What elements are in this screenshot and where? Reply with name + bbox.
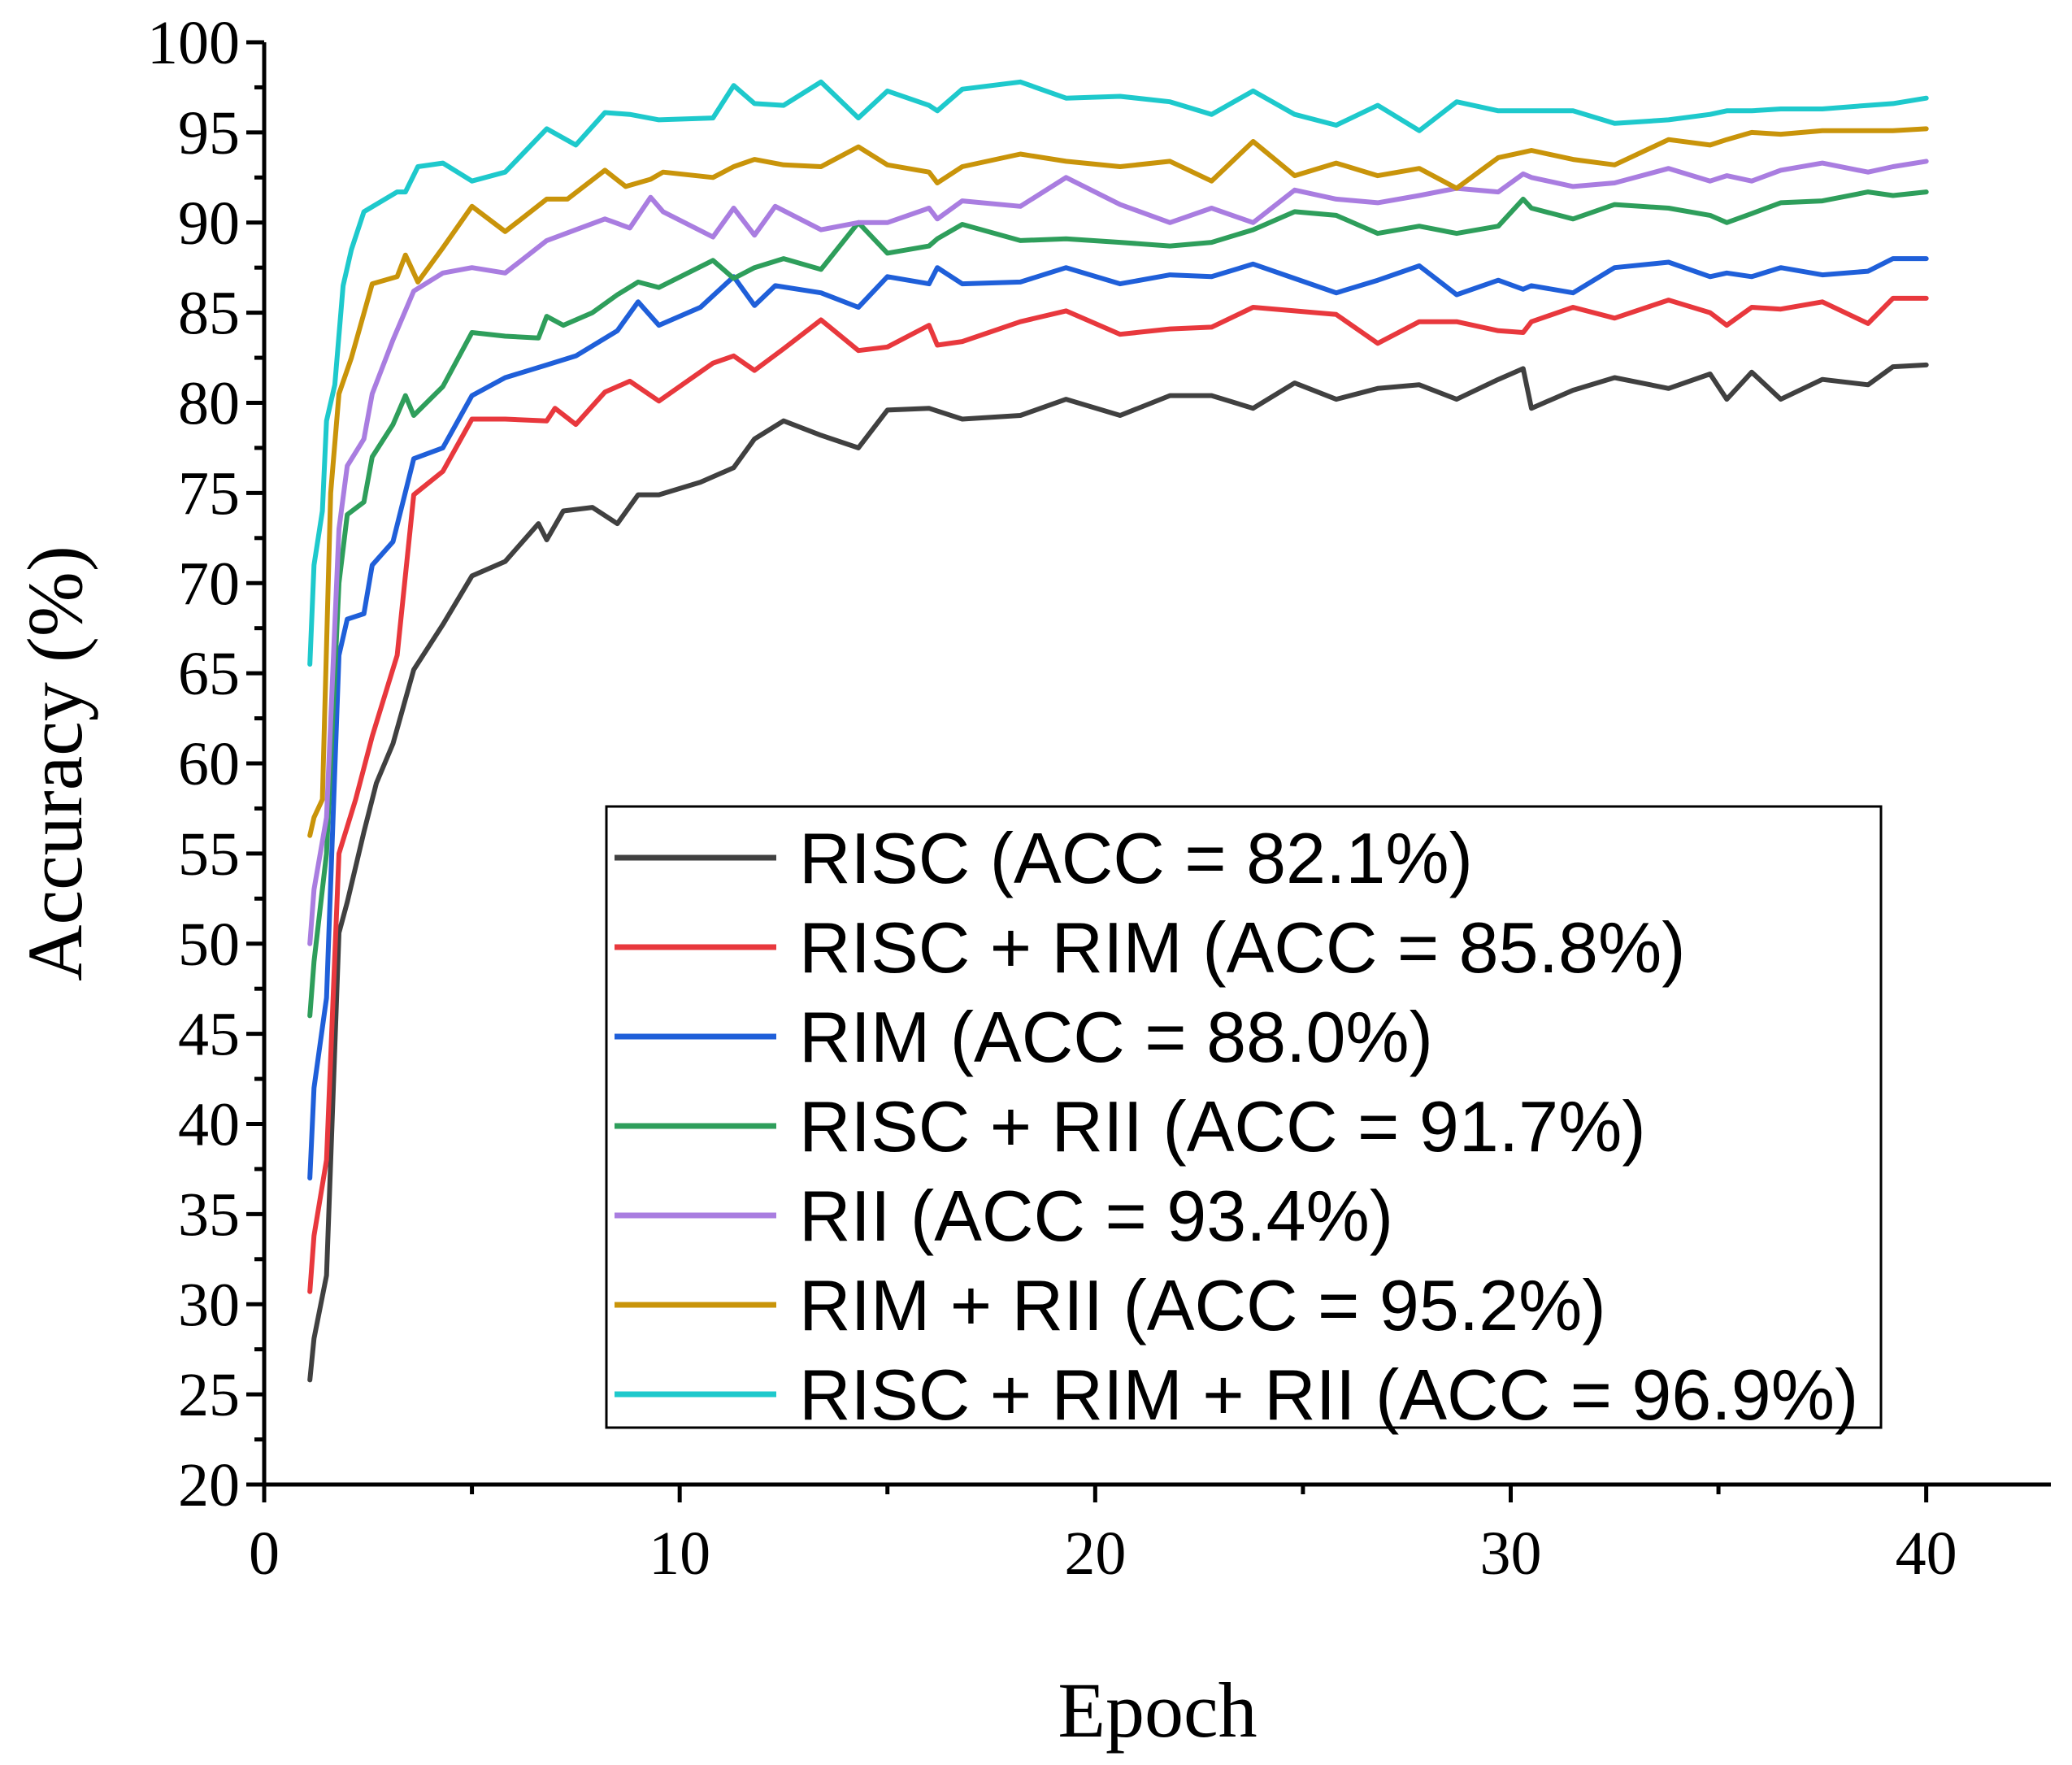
legend-label-1: RISC (ACC = 82.1%) [799,818,1473,898]
x-tick-label: 30 [1479,1519,1541,1588]
series-line-3 [307,256,1929,1180]
legend-label-6: RIM + RII (ACC = 95.2%) [799,1265,1606,1345]
x-ticks: 0 10 20 30 40 [249,1485,1957,1588]
series-line-5 [307,159,1929,946]
y-ticks: 20 25 30 35 40 45 50 55 60 65 70 75 80 85 90 95 100 [147,9,264,1519]
y-tick-label: 40 [178,1091,240,1159]
legend-label-5: RII (ACC = 93.4%) [799,1176,1393,1256]
legend-label-4: RISC + RII (ACC = 91.7%) [799,1086,1646,1167]
y-tick-label: 45 [178,1001,240,1069]
x-tick-label: 20 [1064,1519,1126,1588]
y-tick-label: 20 [178,1451,240,1519]
x-tick-label: 40 [1896,1519,1957,1588]
y-tick-label: 95 [178,99,240,167]
y-tick-label: 80 [178,370,240,438]
x-tick-label: 10 [649,1519,710,1588]
x-axis-title: Epoch [1058,1667,1257,1754]
y-tick-label: 50 [178,911,240,979]
y-tick-label: 30 [178,1271,240,1339]
y-tick-label: 60 [178,730,240,798]
y-tick-label: 90 [178,189,240,258]
series-line-1 [307,362,1929,1383]
y-tick-label: 85 [178,280,240,348]
legend-box [605,805,1883,1429]
y-tick-label: 65 [178,640,240,708]
y-axis-title: Accuracy (%) [11,546,98,981]
series-line-4 [307,189,1929,1019]
series-lines [307,79,1929,1383]
y-tick-label: 35 [178,1180,240,1249]
legend-label-2: RISC + RIM (ACC = 85.8%) [799,907,1686,988]
y-tick-label: 55 [178,820,240,889]
y-tick-label: 100 [147,9,240,77]
series-line-7 [307,79,1929,667]
legend-label-3: RIM (ACC = 88.0%) [799,997,1433,1077]
x-tick-label: 0 [249,1519,280,1588]
legend: RISC (ACC = 82.1%) RISC + RIM (ACC = 85.8… [605,805,1883,1435]
legend-label-7: RISC + RIM + RII (ACC = 96.9%) [799,1354,1858,1435]
series-line-2 [307,295,1929,1294]
y-tick-label: 75 [178,459,240,528]
series-line-6 [307,126,1929,838]
y-tick-label: 70 [178,550,240,618]
y-tick-label: 25 [178,1361,240,1429]
